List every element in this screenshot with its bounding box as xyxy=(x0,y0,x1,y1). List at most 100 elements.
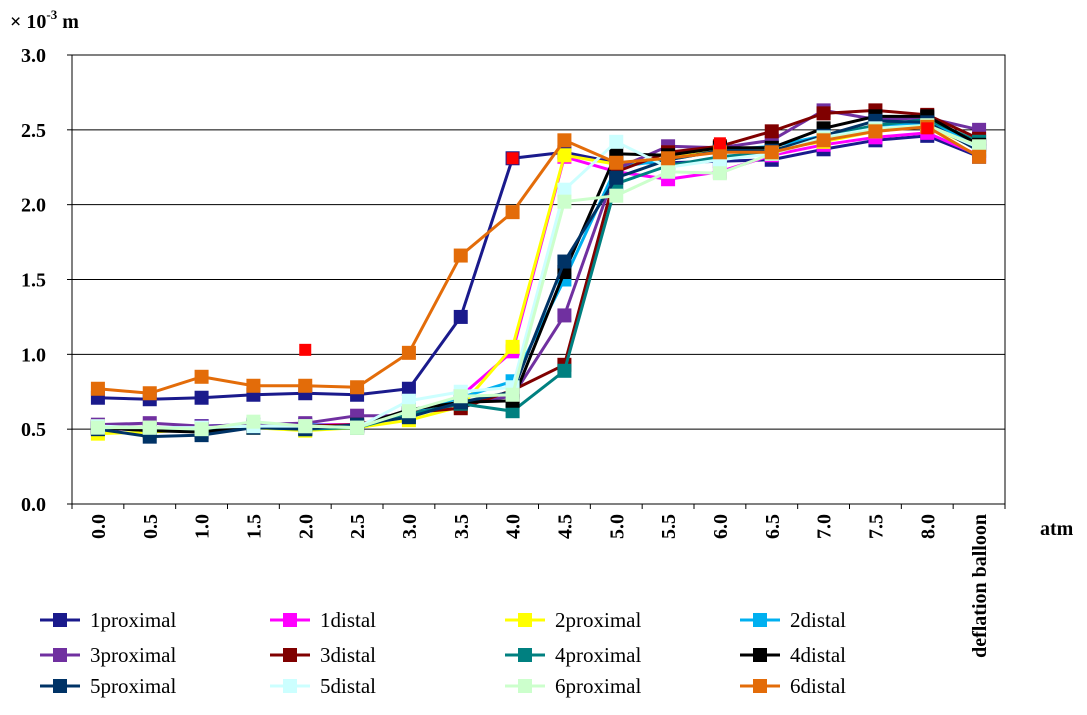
legend-swatch-marker xyxy=(53,613,67,627)
legend-label: 3proximal xyxy=(90,643,176,667)
data-point xyxy=(453,248,468,263)
data-point xyxy=(816,133,831,148)
data-point xyxy=(401,345,416,360)
data-point xyxy=(868,124,883,139)
series-5distal xyxy=(90,118,987,435)
x-axis-label: atm xyxy=(1040,518,1074,540)
legend-label: 6distal xyxy=(790,674,846,698)
series-line xyxy=(97,125,980,395)
legend-swatch-marker xyxy=(53,679,67,693)
data-point xyxy=(661,151,676,166)
y-tick-label: 2.0 xyxy=(21,195,46,217)
x-tick-label: 8.0 xyxy=(917,514,939,539)
legend-label: 5distal xyxy=(320,674,376,698)
legend-item-2proximal: 2proximal xyxy=(505,608,641,632)
data-point xyxy=(557,148,572,163)
svg-text:× 10-3 m: × 10-3 m xyxy=(10,7,79,33)
data-point xyxy=(90,381,105,396)
series-6proximal xyxy=(90,118,987,437)
y-tick-label: 0.5 xyxy=(21,419,46,441)
legend: 1proximal 1distal 2proximal 2distal 3proxima… xyxy=(40,608,846,698)
legend-item-5distal: 5distal xyxy=(270,674,376,698)
x-tick-label: 5.5 xyxy=(658,514,680,539)
highlighted-point xyxy=(713,137,726,150)
legend-swatch-marker xyxy=(753,648,767,662)
legend-swatch-marker xyxy=(518,648,532,662)
x-tick-label: 7.5 xyxy=(865,514,887,539)
data-point xyxy=(764,124,779,139)
x-tick-label: 6.5 xyxy=(762,514,784,539)
x-tick-label: 0.0 xyxy=(88,514,110,539)
series-2distal xyxy=(90,115,987,437)
data-point xyxy=(246,378,261,393)
data-point xyxy=(142,420,157,435)
x-tick-label: 3.5 xyxy=(451,514,473,539)
legend-item-6distal: 6distal xyxy=(740,674,846,698)
legend-label: 2proximal xyxy=(555,608,641,632)
y-unit-prefix: × 10 xyxy=(10,11,46,33)
data-point xyxy=(609,188,624,203)
y-unit-exponent: -3 xyxy=(46,7,57,22)
legend-item-1proximal: 1proximal xyxy=(40,608,176,632)
x-tick-label: deflation balloon xyxy=(969,514,991,658)
highlighted-points xyxy=(299,122,934,356)
data-point xyxy=(557,194,572,209)
data-point xyxy=(505,387,520,402)
y-tick-label: 2.5 xyxy=(21,120,46,142)
legend-swatch-marker xyxy=(753,679,767,693)
legend-swatch-marker xyxy=(53,648,67,662)
legend-label: 2distal xyxy=(790,608,846,632)
data-point xyxy=(557,133,572,148)
x-tick-label: 3.0 xyxy=(399,514,421,539)
highlighted-point xyxy=(299,343,312,356)
x-axis-ticks: 0.0 0.5 1.0 1.5 2.0 2.5 3.0 3.5 4.0 4.5 5.0 5.5 6.0 6… xyxy=(71,504,1006,658)
x-tick-label: 6.0 xyxy=(710,514,732,539)
data-point xyxy=(609,134,624,149)
data-point xyxy=(609,155,624,170)
x-tick-label: 2.0 xyxy=(295,514,317,539)
data-point xyxy=(90,420,105,435)
x-tick-label: 1.5 xyxy=(243,514,265,539)
legend-item-3distal: 3distal xyxy=(270,643,376,667)
data-point xyxy=(194,422,209,437)
legend-label: 1proximal xyxy=(90,608,176,632)
legend-item-5proximal: 5proximal xyxy=(40,674,176,698)
legend-item-1distal: 1distal xyxy=(270,608,376,632)
y-axis-ticks: 0.0 0.5 1.0 1.5 2.0 2.5 3.0 xyxy=(21,45,72,516)
data-point xyxy=(401,404,416,419)
legend-swatch-marker xyxy=(518,679,532,693)
legend-swatch-marker xyxy=(518,613,532,627)
data-point xyxy=(972,149,987,164)
legend-swatch-marker xyxy=(283,648,297,662)
series-5proximal xyxy=(90,113,987,444)
data-point xyxy=(557,308,572,323)
series-line xyxy=(97,123,980,431)
y-tick-label: 3.0 xyxy=(21,45,46,67)
legend-item-3proximal: 3proximal xyxy=(40,643,176,667)
data-point xyxy=(557,254,572,269)
y-tick-label: 0.0 xyxy=(21,494,46,516)
legend-label: 1distal xyxy=(320,608,376,632)
data-point xyxy=(453,389,468,404)
data-point xyxy=(142,386,157,401)
series-line xyxy=(97,134,980,401)
legend-label: 4distal xyxy=(790,643,846,667)
data-point xyxy=(350,420,365,435)
series-6distal xyxy=(90,119,987,401)
series-line xyxy=(97,117,980,433)
x-tick-label: 7.0 xyxy=(814,514,836,539)
series-1proximal xyxy=(90,128,987,407)
y-unit-suffix: m xyxy=(57,11,79,33)
y-tick-label: 1.5 xyxy=(21,270,46,292)
data-point xyxy=(298,378,313,393)
data-point xyxy=(712,166,727,181)
data-point xyxy=(557,182,572,197)
x-tick-label: 2.5 xyxy=(347,514,369,539)
series-3distal xyxy=(90,103,987,437)
data-point xyxy=(609,170,624,185)
legend-item-2distal: 2distal xyxy=(740,608,846,632)
data-point xyxy=(661,164,676,179)
legend-swatch-marker xyxy=(753,613,767,627)
x-tick-label: 0.5 xyxy=(140,514,162,539)
